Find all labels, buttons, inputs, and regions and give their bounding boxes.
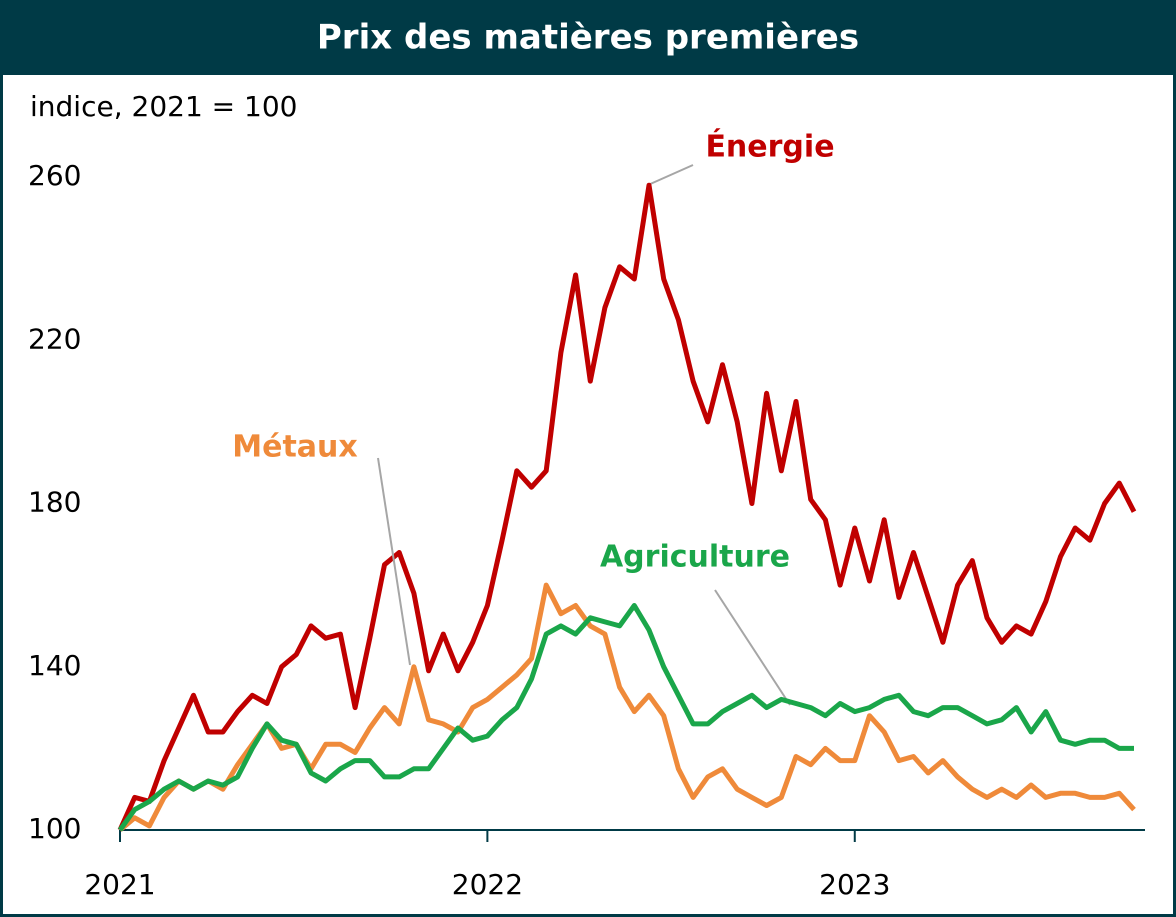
y-tick-label: 180: [28, 486, 81, 519]
title-bar: [0, 0, 1176, 75]
series-label: Énergie: [705, 129, 834, 165]
chart-title: Prix des matières premières: [317, 18, 859, 58]
y-tick-label: 260: [28, 159, 81, 192]
x-tick-label: 2021: [84, 868, 155, 901]
y-axis-label: indice, 2021 = 100: [30, 90, 297, 123]
leader-line: [377, 457, 411, 666]
leader-line: [647, 164, 694, 186]
x-tick-label: 2023: [819, 868, 890, 901]
series-line: [117, 182, 1137, 832]
y-tick-label: 140: [28, 649, 81, 682]
leader-line: [714, 589, 791, 706]
y-tick-label: 220: [28, 322, 81, 355]
series-label: Agriculture: [600, 540, 790, 575]
y-tick-label: 100: [28, 812, 81, 845]
x-tick-label: 2022: [452, 868, 523, 901]
series-label: Métaux: [232, 430, 358, 465]
series-line: [118, 582, 1136, 832]
series-line: [117, 603, 1134, 832]
